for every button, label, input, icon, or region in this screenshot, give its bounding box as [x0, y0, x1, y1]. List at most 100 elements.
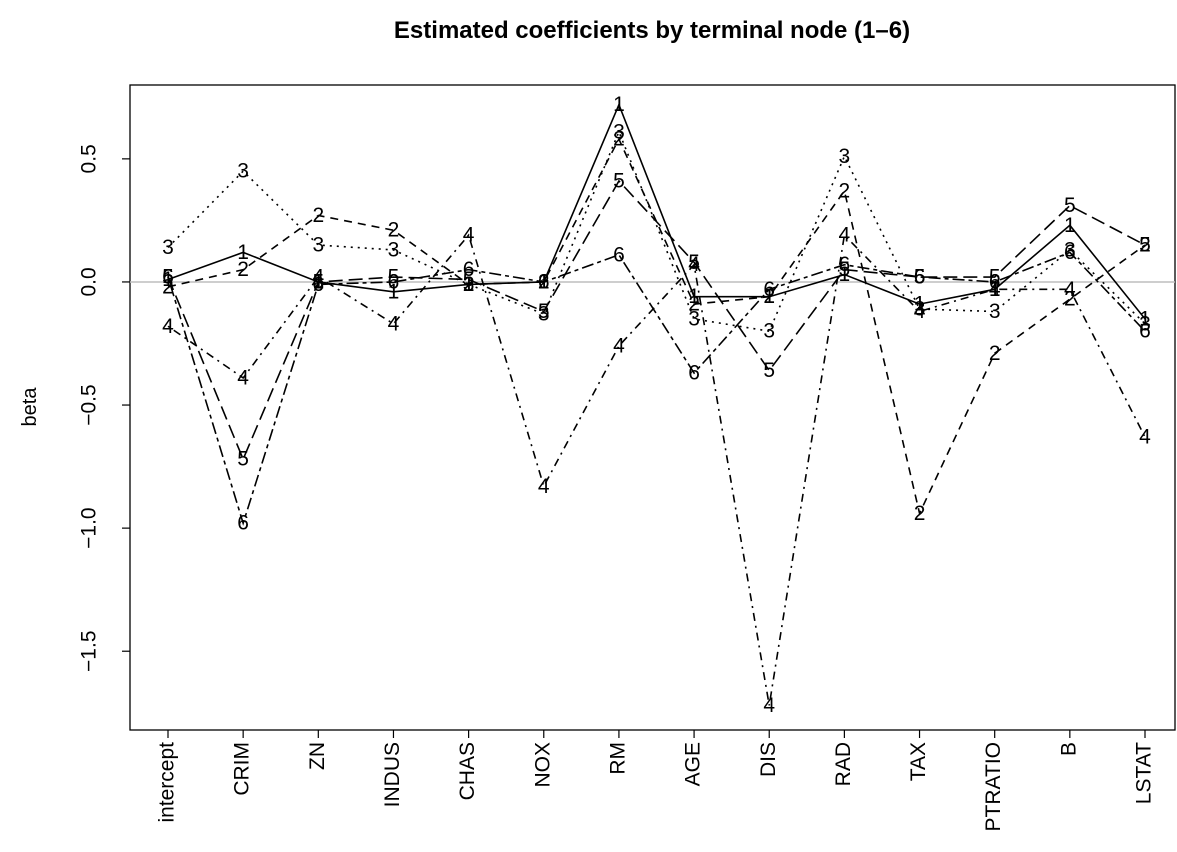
point-label: 6 — [989, 270, 1001, 293]
point-label: 3 — [538, 302, 550, 325]
point-label: 5 — [763, 359, 775, 382]
point-label: 3 — [989, 300, 1001, 323]
point-label: 3 — [839, 145, 851, 168]
x-tick-label: RM — [606, 742, 629, 775]
point-label: 5 — [463, 268, 475, 291]
point-label: 2 — [989, 342, 1001, 365]
point-label: 4 — [839, 224, 851, 247]
point-label: 4 — [914, 300, 926, 323]
point-label: 3 — [312, 234, 324, 257]
point-label: 1 — [312, 270, 324, 293]
point-label: 4 — [613, 334, 625, 357]
series-line — [167, 233, 1146, 706]
point-label: 5 — [1064, 194, 1076, 217]
point-label: 4 — [388, 312, 400, 335]
x-tick-label: RAD — [832, 742, 855, 786]
x-tick-label: AGE — [682, 742, 705, 786]
point-label: 6 — [237, 512, 249, 535]
point-label: 4 — [763, 694, 775, 717]
y-tick-label: −0.5 — [78, 384, 101, 425]
y-axis-label: beta — [19, 387, 41, 427]
point-label: 1 — [688, 285, 700, 308]
x-tick-label: INDUS — [381, 742, 404, 807]
series-line — [167, 129, 1146, 333]
point-label: 3 — [1064, 238, 1076, 261]
point-label: 4 — [1139, 426, 1151, 449]
point-label: 6 — [388, 270, 400, 293]
point-label: 4 — [463, 224, 475, 247]
point-label: 1 — [989, 278, 1001, 301]
point-label: 1 — [538, 270, 550, 293]
point-label: 3 — [463, 273, 475, 296]
point-label: 5 — [312, 270, 324, 293]
point-label: 6 — [1064, 241, 1076, 264]
point-label: 6 — [312, 273, 324, 296]
point-label: 2 — [162, 275, 174, 298]
point-label: 6 — [1139, 320, 1151, 343]
y-tick-label: −1.0 — [78, 507, 101, 548]
point-label: 2 — [839, 179, 851, 202]
point-label: 2 — [463, 273, 475, 296]
x-tick-label: B — [1057, 742, 1080, 756]
point-label: 6 — [162, 266, 174, 289]
point-label: 4 — [312, 266, 324, 289]
point-label: 1 — [237, 241, 249, 264]
plot-frame — [129, 84, 1176, 731]
point-label: 5 — [162, 266, 174, 289]
point-label: 4 — [989, 278, 1001, 301]
point-label: 4 — [1064, 278, 1076, 301]
point-label: 5 — [839, 258, 851, 281]
point-label: 2 — [763, 285, 775, 308]
point-label: 3 — [914, 298, 926, 321]
y-tick-label: 0.0 — [78, 267, 101, 296]
point-label: 2 — [1064, 288, 1076, 311]
y-tick-label: 0.5 — [78, 144, 101, 173]
point-label: 5 — [989, 266, 1001, 289]
point-label: 2 — [538, 270, 550, 293]
point-label: 2 — [613, 128, 625, 151]
x-tick-label: CHAS — [456, 742, 479, 800]
point-label: 3 — [1139, 312, 1151, 335]
point-label: 2 — [388, 219, 400, 242]
point-label: 1 — [763, 285, 775, 308]
point-label: 2 — [688, 293, 700, 316]
point-label: 1 — [1139, 307, 1151, 330]
point-label: 3 — [162, 236, 174, 259]
point-label: 6 — [763, 278, 775, 301]
x-tick-label: DIS — [757, 742, 780, 777]
point-label: 1 — [1064, 214, 1076, 237]
point-label: 4 — [237, 366, 249, 389]
point-label: 2 — [312, 204, 324, 227]
point-label: 5 — [237, 448, 249, 471]
point-label: 5 — [613, 170, 625, 193]
chart-title: Estimated coefficients by terminal node … — [394, 17, 910, 44]
point-label: 2 — [914, 502, 926, 525]
point-label: 6 — [688, 362, 700, 385]
point-label: 2 — [237, 258, 249, 281]
point-label: 1 — [914, 293, 926, 316]
point-label: 1 — [463, 273, 475, 296]
point-label: 6 — [538, 270, 550, 293]
x-tick-label: TAX — [907, 742, 930, 781]
point-label: 1 — [388, 280, 400, 303]
x-tick-label: PTRATIO — [982, 742, 1005, 831]
point-label: 2 — [1139, 234, 1151, 257]
point-label: 5 — [1139, 234, 1151, 257]
point-label: 5 — [538, 300, 550, 323]
point-label: 1 — [162, 268, 174, 291]
point-label: 5 — [688, 251, 700, 274]
point-label: 3 — [613, 120, 625, 143]
point-label: 3 — [388, 238, 400, 261]
point-label: 6 — [914, 266, 926, 289]
point-label: 4 — [162, 315, 174, 338]
point-label: 1 — [839, 263, 851, 286]
point-label: 6 — [839, 253, 851, 276]
series-line — [167, 137, 1146, 516]
series-line — [167, 251, 1146, 526]
x-tick-label: CRIM — [231, 742, 254, 796]
y-tick-label: −1.5 — [78, 630, 101, 671]
point-label: 4 — [688, 253, 700, 276]
point-label: 3 — [688, 307, 700, 330]
x-tick-label: intercept — [156, 742, 179, 823]
